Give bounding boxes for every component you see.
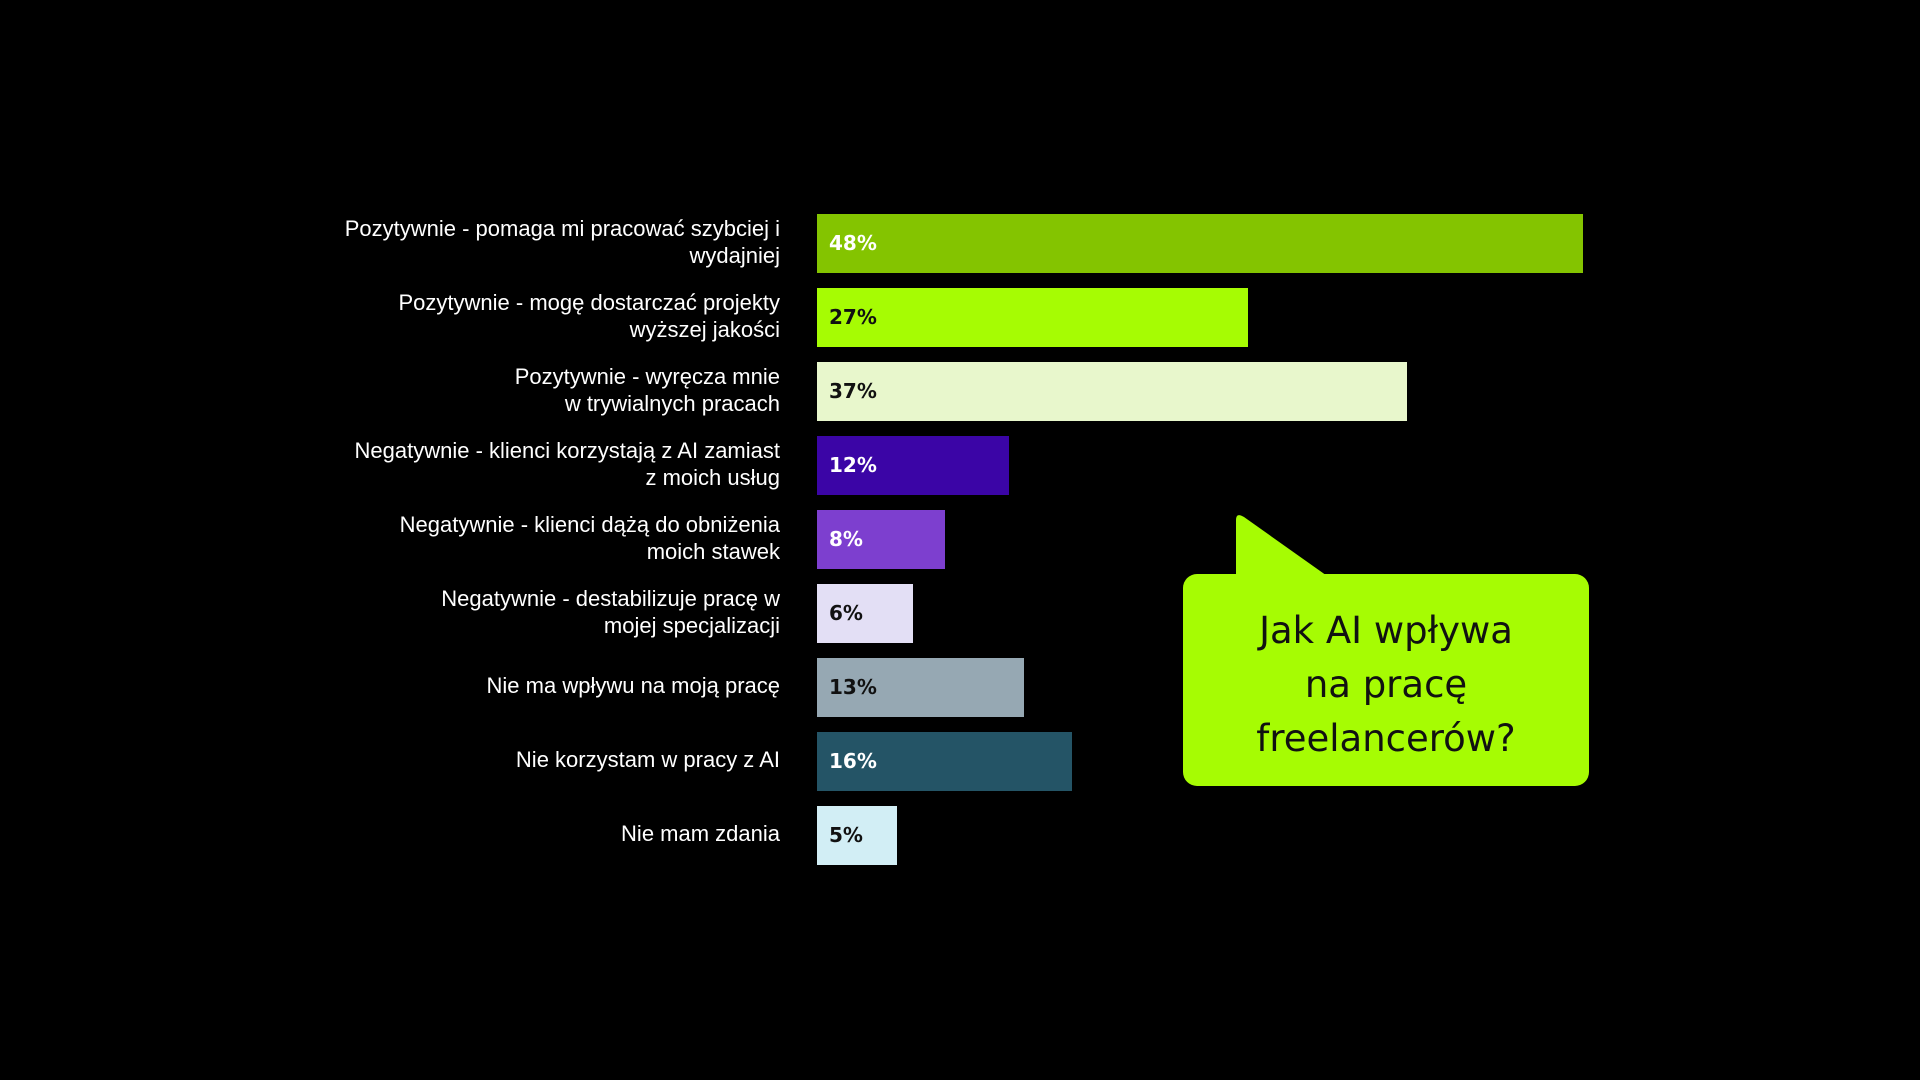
category-label: Nie korzystam w pracy z AI bbox=[515, 747, 780, 772]
bar: 37% bbox=[817, 362, 1407, 421]
data-label: 8% bbox=[829, 527, 863, 551]
bar: 6% bbox=[817, 584, 913, 643]
bar: 8% bbox=[817, 510, 945, 569]
category-label: Pozytywnie - wyręcza mnie w trywialnych … bbox=[514, 363, 780, 416]
speech-bubble: Jak AI wpływa na pracę freelancerów? bbox=[1183, 574, 1589, 786]
data-label: 12% bbox=[829, 453, 877, 477]
data-label: 27% bbox=[829, 305, 877, 329]
category-label: Negatywnie - destabilizuje pracę w mojej… bbox=[441, 585, 780, 638]
bar: 12% bbox=[817, 436, 1009, 495]
category-label: Nie ma wpływu na moją pracę bbox=[486, 673, 780, 698]
bar: 16% bbox=[817, 732, 1072, 791]
category-label: Nie mam zdania bbox=[621, 821, 780, 846]
bar: 13% bbox=[817, 658, 1024, 717]
bar: 48% bbox=[817, 214, 1583, 273]
category-label: Negatywnie - klienci dążą do obniżenia m… bbox=[399, 511, 780, 564]
data-label: 6% bbox=[829, 601, 863, 625]
category-label: Negatywnie - klienci korzystają z AI zam… bbox=[354, 437, 781, 490]
bar: 27% bbox=[817, 288, 1248, 347]
data-label: 5% bbox=[829, 823, 863, 847]
bar: 5% bbox=[817, 806, 897, 865]
speech-bubble-question: Jak AI wpływa na pracę freelancerów? bbox=[1256, 609, 1516, 760]
data-label: 37% bbox=[829, 379, 877, 403]
data-label: 16% bbox=[829, 749, 877, 773]
data-label: 13% bbox=[829, 675, 877, 699]
data-label: 48% bbox=[829, 231, 877, 255]
category-label: Pozytywnie - pomaga mi pracować szybciej… bbox=[344, 215, 780, 268]
category-label: Pozytywnie - mogę dostarczać projekty wy… bbox=[398, 289, 781, 342]
